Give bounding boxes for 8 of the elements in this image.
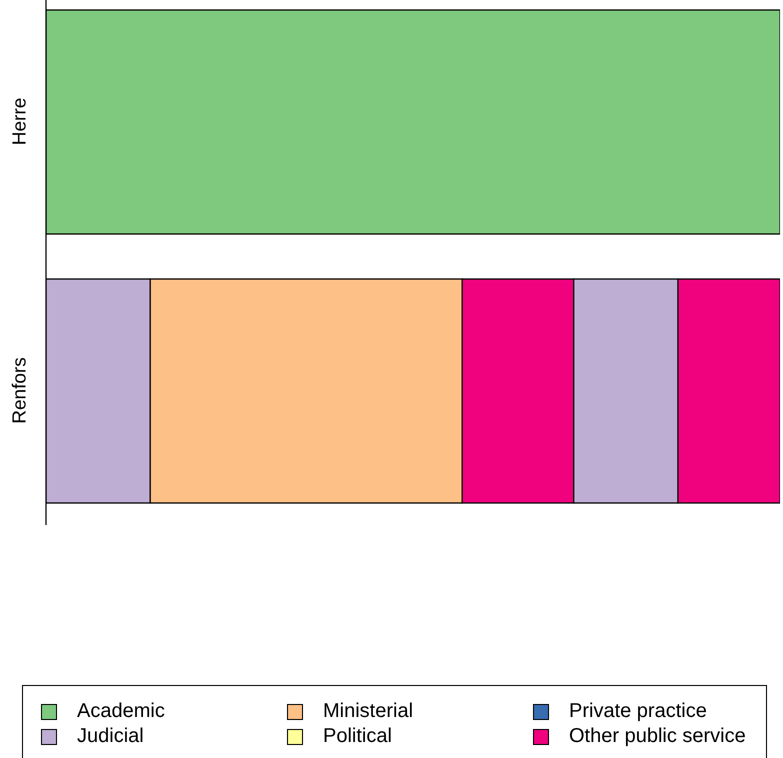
legend-label: Academic	[77, 700, 165, 723]
legend-label: Other public service	[569, 725, 746, 748]
legend-label: Private practice	[569, 700, 707, 723]
legend-label: Judicial	[77, 725, 144, 748]
legend-label: Political	[323, 725, 392, 748]
legend-label: Ministerial	[323, 700, 414, 723]
y-tick-label: Renfors	[10, 357, 30, 424]
y-tick-label: Herre	[10, 98, 30, 146]
